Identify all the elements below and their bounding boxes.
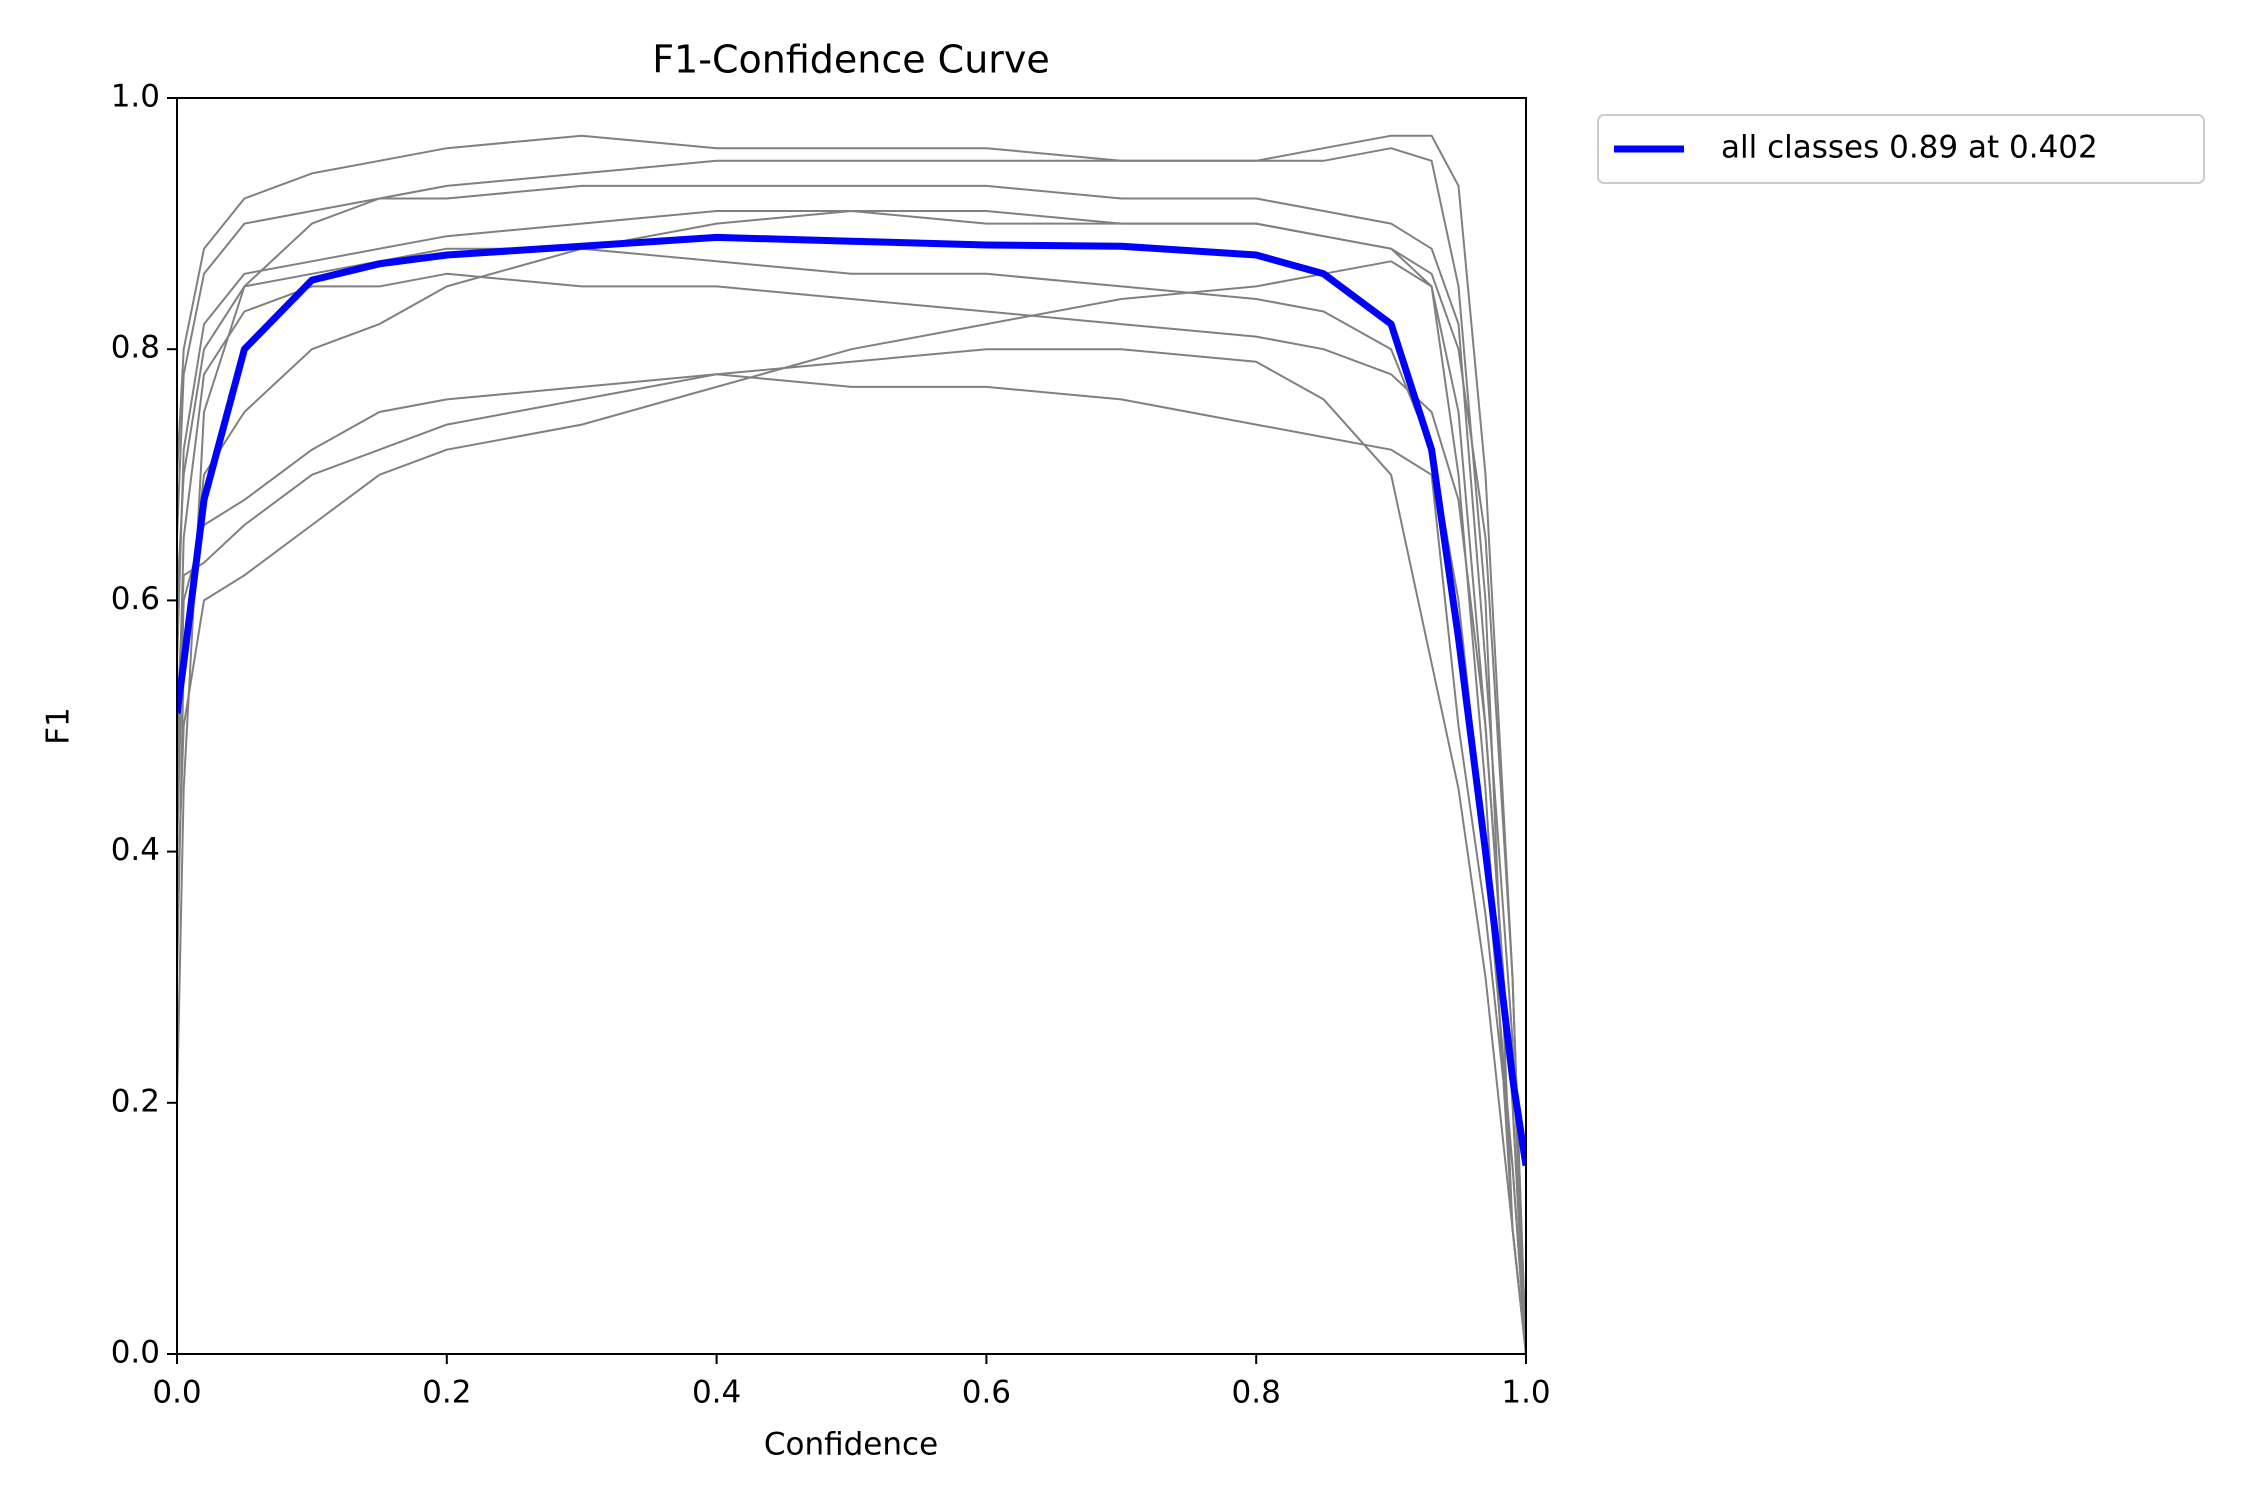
y-tick-label: 0.4: [111, 832, 160, 868]
class-line: [177, 247, 1526, 1354]
class-line: [177, 134, 1526, 1354]
x-tick-label: 0.6: [962, 1375, 1011, 1411]
y-tick-label: 0.6: [111, 581, 160, 617]
class-line: [177, 348, 1526, 1354]
y-tick-label: 0.8: [111, 330, 160, 366]
x-tick-label: 1.0: [1501, 1375, 1550, 1411]
x-tick-label: 0.2: [422, 1375, 471, 1411]
x-tick-label: 0.0: [152, 1375, 201, 1411]
y-tick-label: 1.0: [111, 79, 160, 115]
y-axis-label: F1: [41, 707, 77, 745]
x-tick-label: 0.4: [692, 1375, 741, 1411]
plot-area: [177, 134, 1526, 1354]
x-axis-label: Confidence: [764, 1427, 938, 1463]
summary-line: [177, 233, 1526, 1167]
class-line: [177, 184, 1526, 1354]
class-line: [177, 147, 1526, 1354]
y-tick-label: 0.0: [111, 1335, 160, 1371]
chart-title: F1-Confidence Curve: [652, 38, 1050, 82]
axes-frame: [176, 97, 1527, 1355]
class-line: [177, 373, 1526, 1354]
class-line: [177, 210, 1526, 1354]
class-line: [177, 272, 1526, 1354]
x-tick-label: 0.8: [1232, 1375, 1281, 1411]
legend-box: [1597, 114, 2205, 184]
class-line: [177, 210, 1526, 1354]
legend-label: all classes 0.89 at 0.402: [1721, 130, 2098, 166]
class-line: [177, 260, 1526, 1354]
y-tick-label: 0.2: [111, 1083, 160, 1119]
